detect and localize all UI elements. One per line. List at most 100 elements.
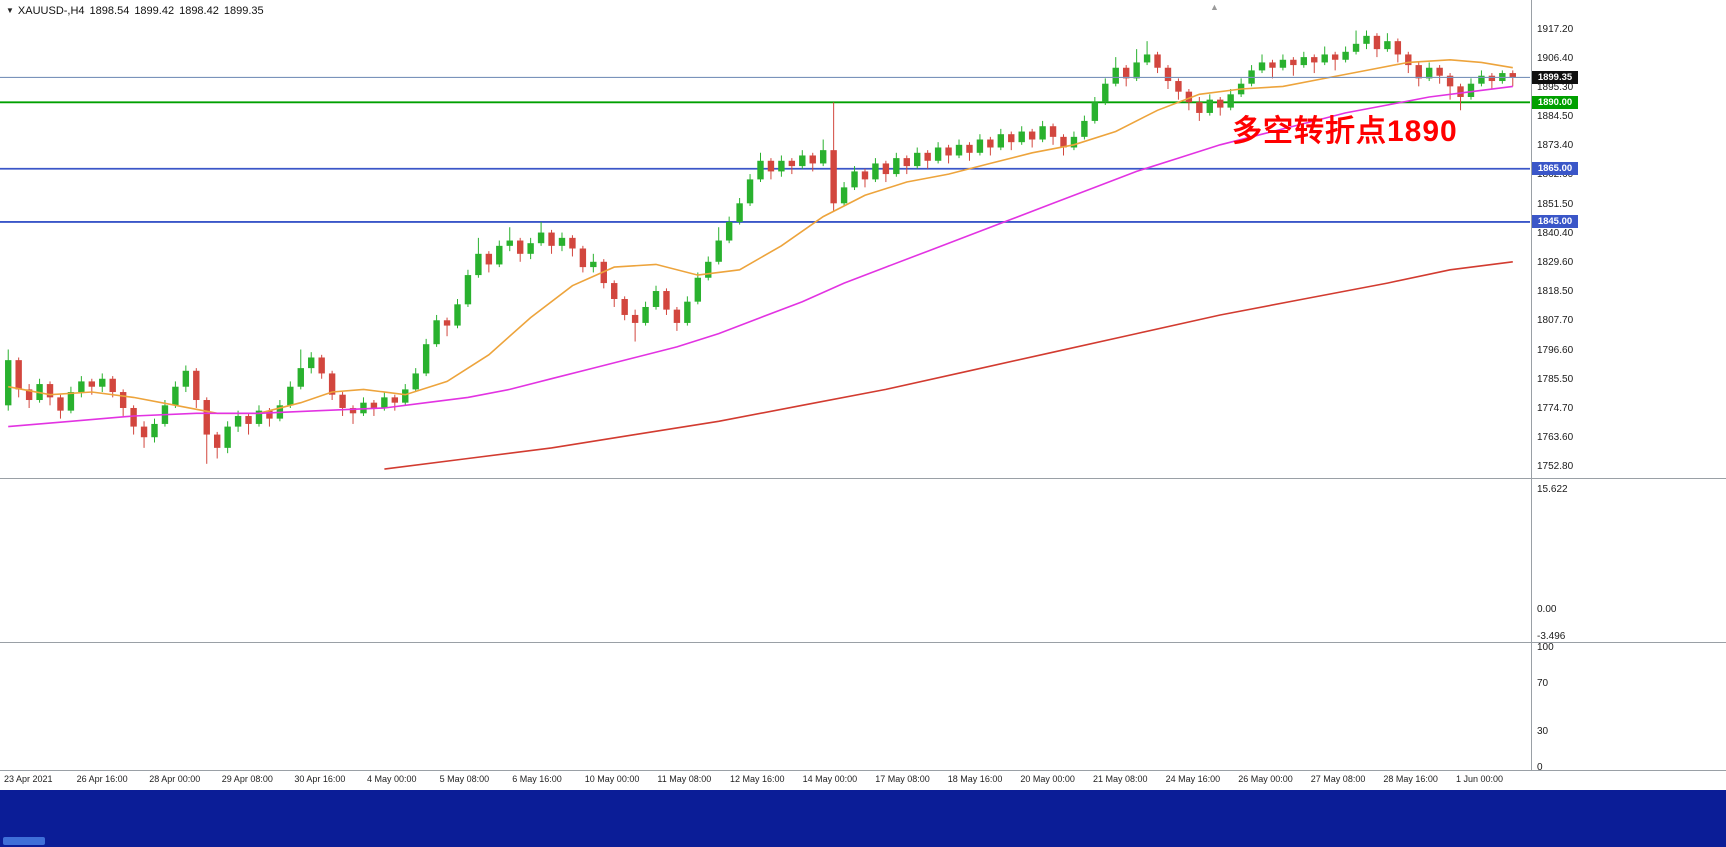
price-chart-panel[interactable]: ▼ XAUUSD-,H4 1898.54 1899.42 1898.42 1899.35 …: [0, 0, 1726, 478]
candle: [1102, 78, 1109, 105]
candle: [1133, 49, 1140, 82]
candle: [1248, 65, 1255, 87]
candle: [1028, 128, 1036, 148]
macd-indicator-panel[interactable]: MACD(12,26,9)2.4224.315: [0, 478, 1726, 642]
candle: [1478, 70, 1485, 87]
candle: [725, 216, 733, 244]
candle: [1070, 131, 1078, 151]
rsi-indicator-panel[interactable]: RSI(14)49.1234: [0, 642, 1726, 770]
candle: [245, 413, 252, 435]
candle: [934, 142, 942, 164]
candle: [945, 144, 952, 164]
candle: [611, 280, 618, 307]
price-tags: 1899.35 1890.00 1865.00 1845.00: [1532, 0, 1580, 478]
ma-mid-line: [8, 85, 1513, 428]
candle: [234, 410, 242, 432]
date-label: 11 May 08:00: [657, 774, 712, 784]
price-axis-label: 1818.50: [1537, 286, 1574, 298]
candle: [548, 229, 555, 254]
taskbar[interactable]: [0, 790, 1726, 847]
candle: [569, 235, 576, 257]
candle: [1237, 78, 1245, 97]
candle: [516, 237, 524, 262]
candle: [955, 139, 963, 159]
candle: [851, 166, 858, 191]
candle: [1415, 62, 1422, 87]
macd-scale-label: -3.496: [1537, 630, 1566, 642]
date-axis[interactable]: 23 Apr 2021 26 Apr 16:00 28 Apr 00:00 29 Ap…: [0, 770, 1531, 790]
candle: [78, 376, 85, 398]
candle: [966, 142, 973, 161]
price-axis-label: 1785.50: [1537, 374, 1574, 386]
date-label: 6 May 16:00: [512, 774, 562, 784]
date-label: 27 May 08:00: [1310, 774, 1366, 784]
candle: [182, 365, 190, 393]
level-price-tag: 1845.00: [1532, 215, 1578, 229]
candle: [1269, 59, 1276, 79]
rsi-axis[interactable]: 100 70 30 0: [1537, 642, 1723, 773]
date-label: 4 May 00:00: [367, 774, 417, 784]
candle: [339, 392, 346, 416]
symbol-timeframe-label: XAUUSD-,H4: [17, 5, 85, 17]
candle: [631, 309, 639, 342]
candle: [527, 237, 534, 260]
candle: [1290, 57, 1297, 76]
price-axis-label: 1763.60: [1537, 432, 1574, 444]
candle: [443, 317, 451, 337]
rsi-scale-label: 100: [1537, 642, 1554, 653]
date-label: 12 May 16:00: [730, 774, 785, 784]
date-label: 26 May 00:00: [1238, 774, 1293, 784]
candle: [684, 296, 691, 326]
candle: [1258, 54, 1266, 74]
candle: [1331, 51, 1339, 71]
candle: [475, 237, 482, 278]
date-label: 21 May 08:00: [1093, 774, 1148, 784]
candle: [412, 368, 419, 393]
date-axis-strip[interactable]: [0, 770, 1726, 790]
candle: [976, 134, 984, 156]
candle: [642, 301, 649, 326]
candle: [537, 221, 545, 246]
candle: [496, 240, 503, 268]
candle: [799, 150, 806, 169]
ma-fast-line: [8, 58, 1513, 415]
candle: [600, 259, 607, 289]
taskbar-accent[interactable]: [3, 837, 45, 845]
date-label: 30 Apr 16:00: [294, 774, 346, 784]
candle: [25, 384, 33, 408]
candle: [36, 378, 43, 403]
macd-axis[interactable]: 15.622 0.00 -3.496: [1537, 478, 1723, 642]
annotation-text[interactable]: 多空转折点1890: [1232, 115, 1458, 148]
candle: [1488, 73, 1496, 90]
candle: [506, 227, 513, 252]
candle: [1321, 46, 1328, 66]
chart-symbol-info: ▼ XAUUSD-,H4 1898.54 1899.42 1898.42 1899.35: [6, 5, 269, 17]
candle: [705, 256, 712, 281]
candle: [308, 352, 315, 374]
candle: [694, 272, 702, 305]
candle: [872, 158, 879, 183]
candle: [652, 285, 660, 310]
candle: [391, 394, 399, 411]
candle: [1311, 54, 1318, 74]
candle: [819, 139, 827, 167]
candle: [1217, 96, 1224, 116]
ohlc-open: 1898.54: [89, 5, 130, 17]
candle: [203, 397, 210, 464]
candle: [1425, 62, 1433, 82]
candle: [193, 368, 200, 408]
price-axis-label: 1807.70: [1537, 315, 1574, 327]
chart-shift-marker-icon[interactable]: ▲: [1210, 2, 1219, 12]
candle: [778, 155, 785, 177]
price-chart-svg: [0, 30, 1530, 470]
date-label: 20 May 00:00: [1020, 774, 1075, 784]
price-axis-label: 1873.40: [1537, 140, 1574, 152]
date-label: 5 May 08:00: [439, 774, 490, 784]
bid-price-tag: 1899.35: [1532, 70, 1578, 84]
macd-scale-label: 0.00: [1537, 604, 1557, 615]
symbol-dropdown-icon: ▼: [6, 6, 14, 15]
candle: [485, 251, 493, 273]
candle: [276, 400, 284, 422]
candle: [15, 357, 22, 398]
